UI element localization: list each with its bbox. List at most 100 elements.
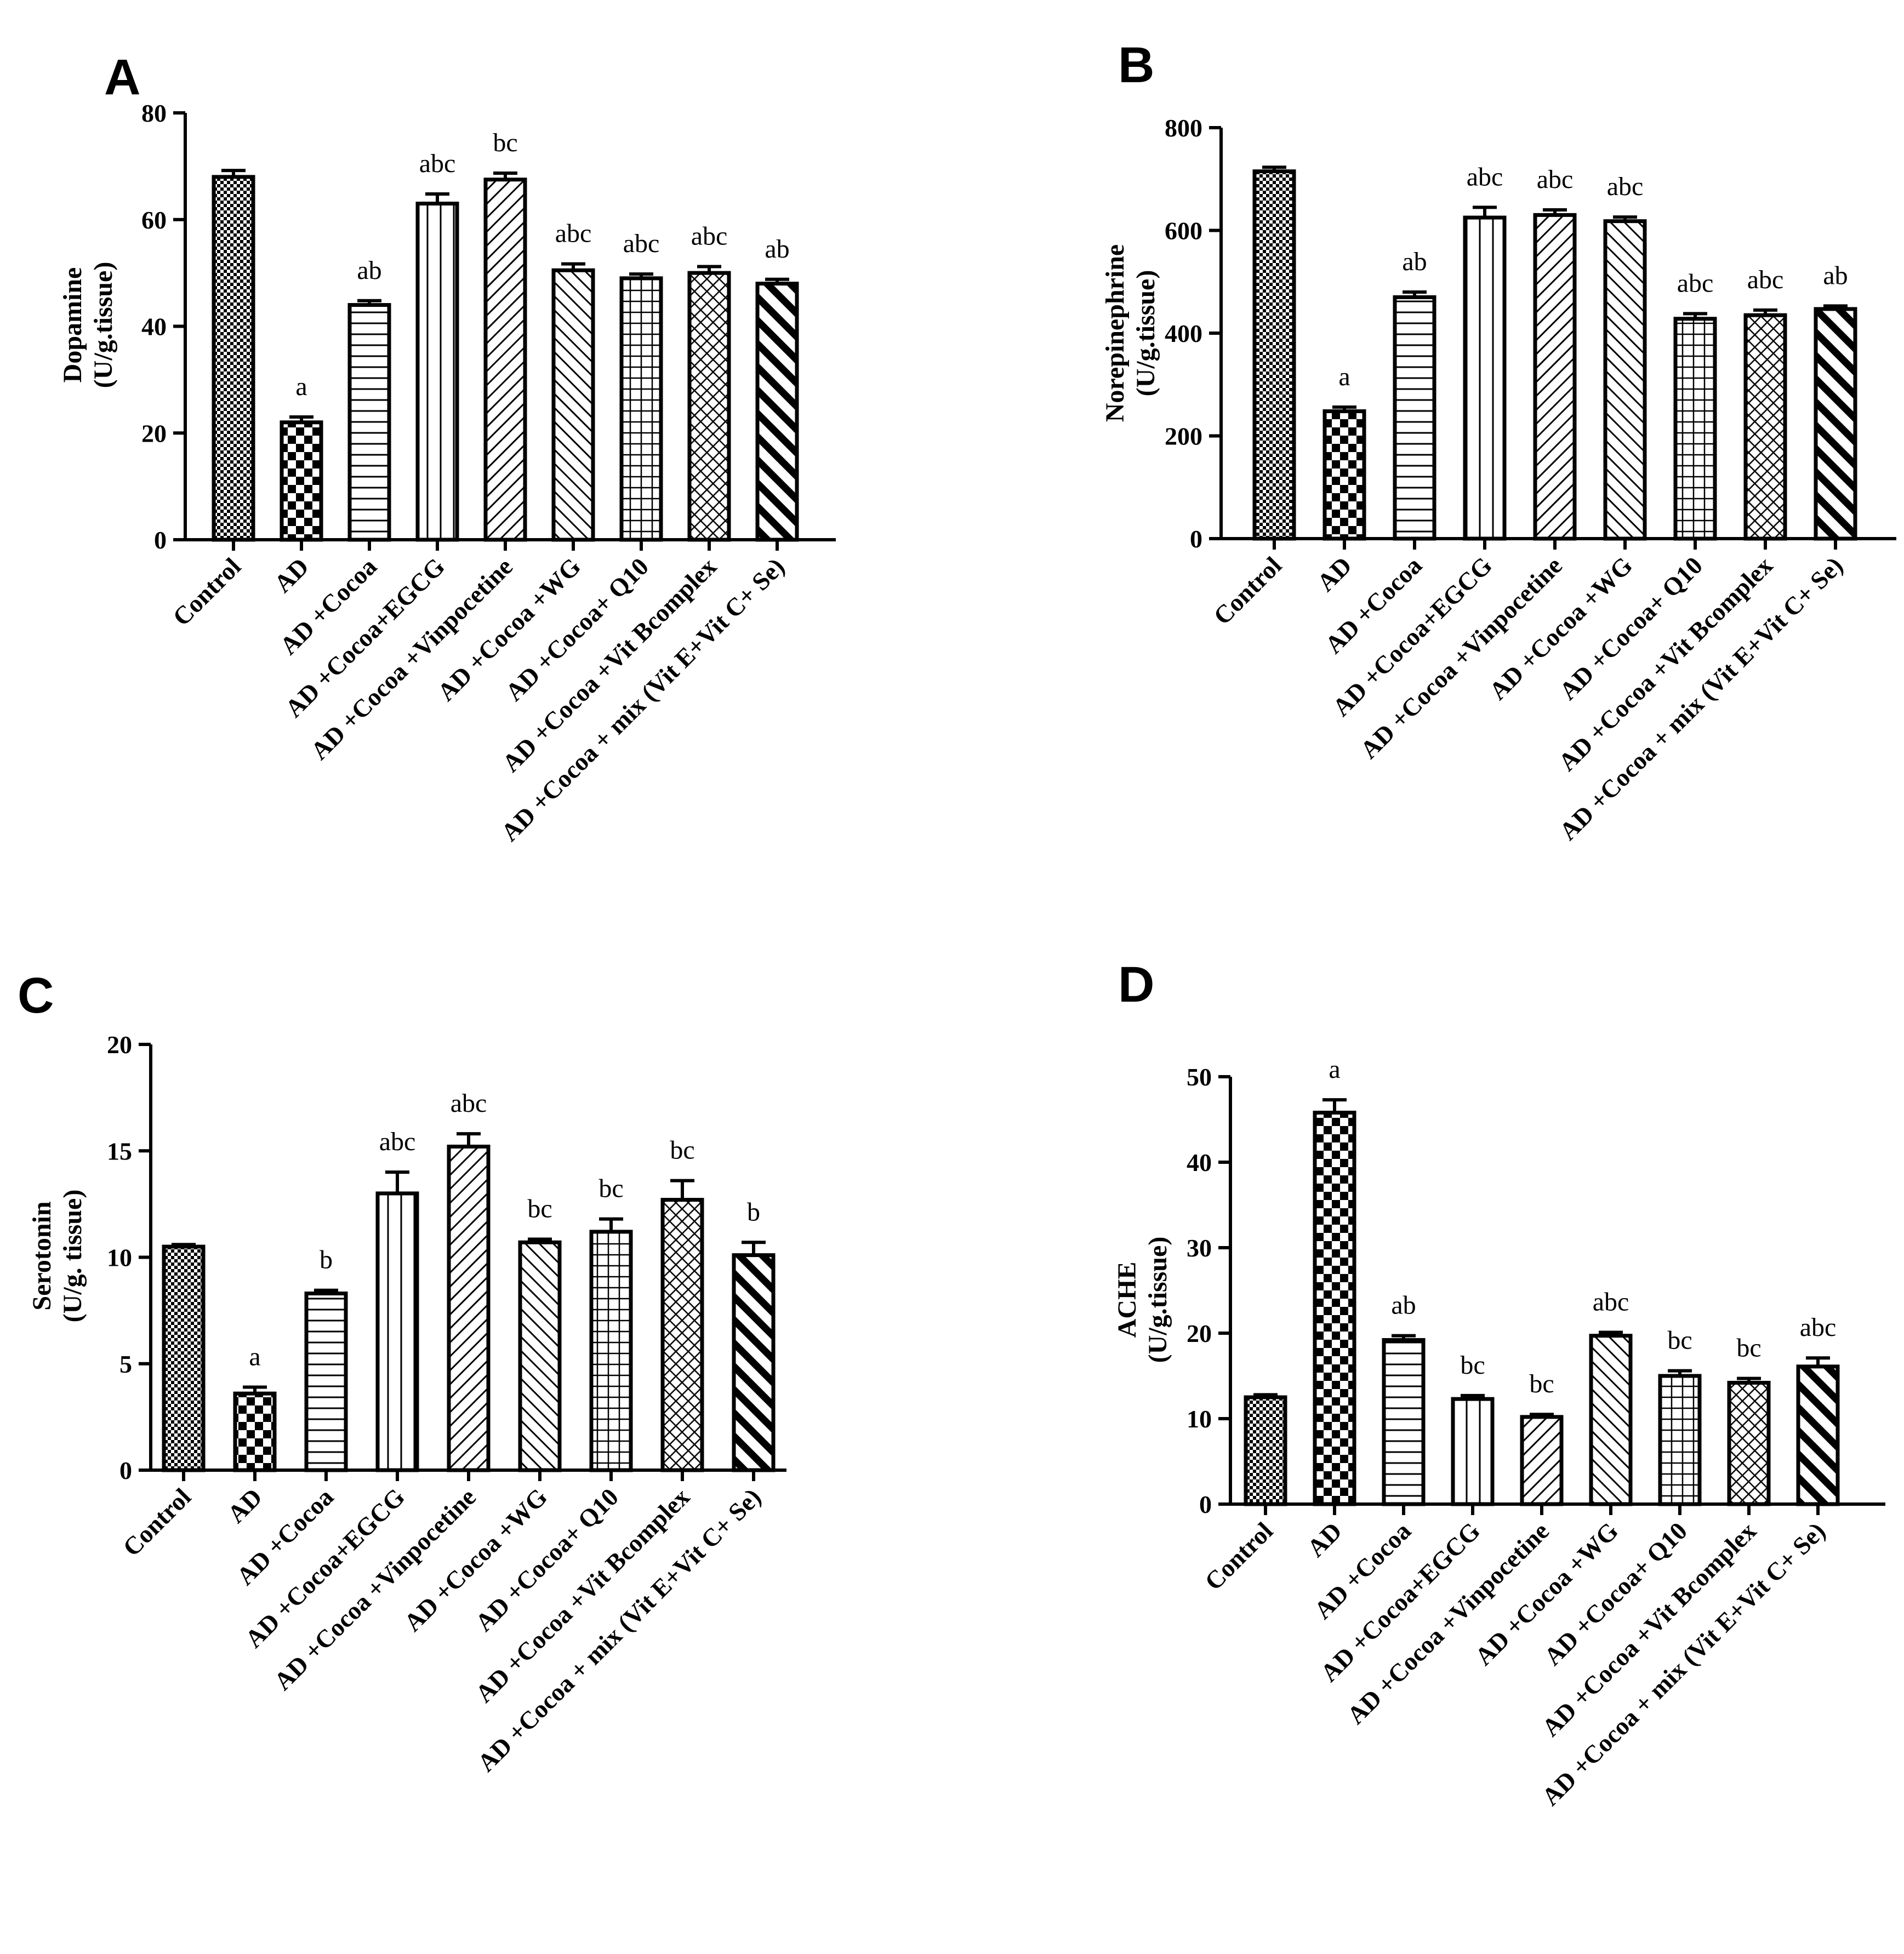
y-axis-title-line: (U/g.tissue) — [1143, 1237, 1172, 1363]
panel-letter: B — [1118, 37, 1154, 93]
significance-label: b — [747, 1197, 760, 1226]
y-axis-title-line: (U/g. tissue) — [58, 1190, 87, 1323]
significance-label: ab — [1402, 247, 1427, 276]
bar — [304, 1292, 348, 1472]
bar — [375, 1191, 419, 1472]
x-category-label: Control — [1208, 551, 1287, 630]
bar — [1463, 215, 1507, 541]
bar — [589, 1230, 633, 1472]
bar — [1796, 1364, 1840, 1506]
bar — [347, 303, 391, 542]
bar — [1727, 1380, 1771, 1506]
significance-label: a — [249, 1342, 260, 1371]
bar — [415, 202, 459, 542]
significance-label: ab — [357, 256, 381, 285]
y-axis-title-line: (U/g.tissue) — [89, 262, 118, 388]
bar — [1382, 1338, 1426, 1506]
x-category-label: AD — [222, 1483, 267, 1528]
bar — [619, 276, 663, 542]
bar — [551, 268, 595, 542]
x-category-label: Control — [1199, 1517, 1278, 1596]
bar — [483, 178, 527, 542]
significance-label: abc — [419, 149, 456, 178]
bar — [1589, 1334, 1633, 1506]
y-tick-label: 20 — [107, 1031, 132, 1059]
bar — [755, 282, 799, 542]
bar — [687, 271, 731, 542]
bar — [1533, 213, 1577, 541]
y-tick-label: 0 — [1190, 525, 1202, 553]
significance-label: abc — [379, 1127, 416, 1156]
y-axis-title-line: (U/g.tissue) — [1131, 270, 1160, 397]
y-tick-label: 0 — [154, 526, 167, 554]
significance-label: abc — [1607, 172, 1644, 201]
y-tick-label: 800 — [1165, 114, 1202, 142]
significance-label: abc — [1593, 1287, 1629, 1316]
y-axis-title-line: Serotonin — [27, 1201, 56, 1310]
significance-label: abc — [1800, 1313, 1837, 1342]
x-category-label: AD — [269, 552, 314, 598]
significance-label: abc — [1467, 162, 1503, 191]
y-tick-label: 20 — [141, 419, 167, 447]
significance-label: a — [1338, 362, 1350, 391]
panel-a: A Dopamine(U/g.tissue) 0 20 40 60 80 Control a AD… — [58, 49, 836, 847]
panel-letter: D — [1118, 957, 1154, 1013]
y-tick-label: 0 — [1199, 1490, 1212, 1518]
y-tick-label: 400 — [1165, 319, 1202, 347]
bar — [162, 1244, 206, 1472]
bar — [447, 1144, 491, 1472]
bar — [1603, 219, 1647, 541]
significance-label: abc — [1747, 265, 1784, 294]
panel-c: C Serotonin(U/g. tissue) 0 5 10 15 20 Control a A… — [18, 968, 786, 1777]
bar — [1673, 317, 1717, 541]
significance-label: bc — [1667, 1326, 1692, 1355]
x-category-label: Control — [117, 1483, 196, 1562]
significance-label: ab — [1391, 1291, 1416, 1320]
significance-label: bc — [493, 128, 517, 157]
bar — [1393, 295, 1436, 541]
y-tick-label: 0 — [119, 1456, 132, 1484]
significance-label: ab — [1823, 261, 1848, 290]
y-tick-label: 5 — [119, 1350, 132, 1378]
significance-label: bc — [1529, 1369, 1554, 1398]
y-tick-label: 600 — [1165, 217, 1202, 245]
y-tick-label: 50 — [1187, 1063, 1212, 1091]
significance-label: abc — [1677, 268, 1714, 298]
y-tick-label: 60 — [141, 206, 167, 234]
panel-d: D ACHE(U/g.tissue) 0 10 20 30 40 50 Control a AD ab… — [1113, 957, 1885, 1811]
significance-label: a — [1329, 1055, 1340, 1084]
bar — [1252, 169, 1296, 541]
significance-label: bc — [1736, 1334, 1761, 1363]
y-tick-label: 15 — [107, 1137, 132, 1165]
significance-label: abc — [451, 1089, 487, 1118]
y-axis-title: Serotonin(U/g. tissue) — [27, 1190, 87, 1323]
significance-label: bc — [598, 1174, 623, 1203]
y-axis-title-line: ACHE — [1113, 1262, 1142, 1338]
significance-label: a — [295, 372, 307, 401]
x-category-label: Control — [167, 552, 246, 631]
significance-label: bc — [527, 1194, 552, 1223]
significance-label: abc — [691, 221, 728, 250]
panel-b: B Norepinephrine(U/g.tissue) 0 200 400 600 800… — [1101, 37, 1896, 845]
significance-label: bc — [1460, 1351, 1485, 1380]
bar — [212, 175, 255, 542]
bar — [1743, 313, 1787, 541]
bar — [280, 420, 323, 542]
y-axis-title: Norepinephrine(U/g.tissue) — [1101, 244, 1160, 422]
panel-letter: C — [18, 968, 54, 1024]
significance-label: ab — [765, 235, 789, 264]
bar — [1322, 409, 1366, 541]
significance-label: b — [320, 1245, 333, 1275]
significance-label: bc — [670, 1136, 694, 1165]
y-tick-label: 20 — [1187, 1319, 1212, 1347]
x-category-label: AD — [1302, 1517, 1347, 1562]
bar — [1658, 1374, 1702, 1506]
significance-label: abc — [1537, 165, 1574, 194]
y-tick-label: 10 — [107, 1244, 132, 1272]
bar — [1814, 307, 1857, 541]
panel-letter: A — [104, 49, 140, 105]
y-tick-label: 200 — [1165, 422, 1202, 450]
bar — [1520, 1415, 1564, 1506]
bar — [518, 1240, 562, 1472]
